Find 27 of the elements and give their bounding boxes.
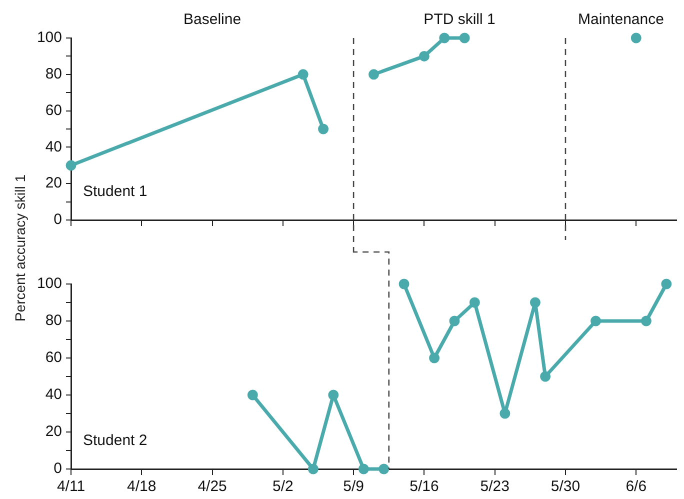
y-tick-label: 40 bbox=[45, 138, 62, 156]
y-tick-label: 80 bbox=[45, 66, 62, 83]
text: Student 1 bbox=[83, 183, 148, 200]
y-tick-label: 100 bbox=[36, 29, 62, 46]
x-tick-label: 5/23 bbox=[480, 478, 510, 496]
y-tick-label: 20 bbox=[45, 423, 62, 440]
text: PTD skill 1 bbox=[424, 11, 496, 28]
x-tick-label: 4/25 bbox=[198, 478, 227, 496]
text: Maintenance bbox=[578, 11, 664, 28]
y-tick-label: 100 bbox=[36, 275, 62, 292]
y-axis-title: Percent accuracy skill 1 bbox=[12, 173, 28, 324]
y-tick-label: 0 bbox=[54, 211, 62, 228]
y-tick-label: 0 bbox=[54, 460, 62, 478]
y-tick-label: 80 bbox=[45, 312, 62, 330]
x-tick-label: 5/9 bbox=[343, 478, 364, 496]
x-tick-label: 5/2 bbox=[272, 478, 294, 496]
x-tick-label: 6/6 bbox=[626, 478, 647, 496]
y-tick-label: 60 bbox=[45, 349, 62, 366]
x-tick-label: 4/11 bbox=[56, 478, 86, 496]
y-tick-label: 60 bbox=[45, 102, 62, 119]
x-tick-label: 5/30 bbox=[550, 478, 580, 496]
y-tick-label: 20 bbox=[45, 174, 62, 192]
text: Baseline bbox=[184, 11, 242, 28]
x-tick-label: 4/18 bbox=[127, 478, 156, 496]
x-tick-label: 5/16 bbox=[410, 478, 439, 496]
y-tick-label: 40 bbox=[45, 386, 62, 404]
text: Student 2 bbox=[83, 432, 148, 449]
